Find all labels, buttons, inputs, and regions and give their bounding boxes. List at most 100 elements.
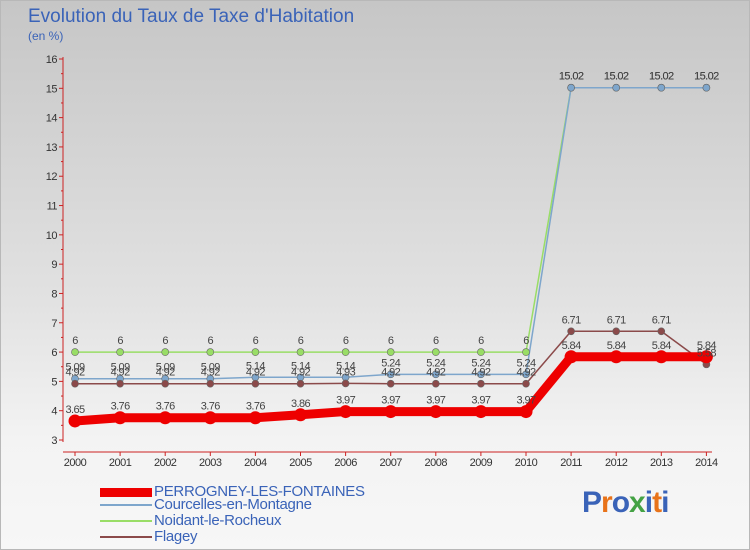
x-tick-label: 2006 <box>334 457 357 469</box>
data-label: 5.24 <box>426 357 445 369</box>
x-tick-label: 2004 <box>244 457 267 469</box>
data-point <box>251 348 260 356</box>
data-point <box>609 350 623 364</box>
data-label: 4.92 <box>471 367 490 379</box>
data-label: 6.71 <box>652 314 671 326</box>
x-tick-label: 2010 <box>515 457 538 469</box>
data-point <box>161 379 169 388</box>
y-tick-label: 12 <box>46 171 58 183</box>
data-point <box>567 327 575 336</box>
chart-series-points <box>68 83 713 428</box>
logo-letter: i <box>661 486 669 519</box>
y-tick-label: 4 <box>51 406 57 418</box>
data-point <box>339 405 353 419</box>
data-label: 5.14 <box>291 360 310 372</box>
data-label: 6.71 <box>607 314 626 326</box>
data-label: 4.92 <box>156 367 175 379</box>
data-label: 4.93 <box>336 366 355 378</box>
data-label: 3.97 <box>471 395 490 407</box>
data-point <box>386 348 395 356</box>
data-point <box>431 348 440 356</box>
data-label: 5.14 <box>336 360 355 372</box>
data-label: 15.02 <box>559 71 584 83</box>
data-point <box>474 405 488 419</box>
y-tick-label: 8 <box>51 288 57 300</box>
data-label: 6 <box>343 335 349 347</box>
data-point <box>567 83 575 92</box>
data-point <box>431 379 440 388</box>
data-label: 6 <box>298 335 304 347</box>
y-tick-label: 9 <box>51 259 57 271</box>
data-point <box>386 379 395 388</box>
data-label: 5.58 <box>697 347 716 359</box>
legend-swatch <box>100 536 152 538</box>
data-label: 6 <box>117 335 123 347</box>
x-tick-label: 2009 <box>470 457 493 469</box>
data-point <box>657 327 666 336</box>
data-label: 5.09 <box>65 362 84 374</box>
data-point <box>384 405 398 419</box>
data-point <box>116 348 124 356</box>
y-tick-label: 5 <box>51 376 57 388</box>
data-point <box>654 350 668 364</box>
data-point <box>251 379 260 388</box>
data-label: 15.02 <box>604 71 629 83</box>
data-point <box>477 348 485 356</box>
x-tick-label: 2005 <box>289 457 312 469</box>
logo-letter: o <box>611 486 630 519</box>
y-tick-label: 15 <box>46 83 58 95</box>
data-point <box>161 348 169 356</box>
data-label: 3.97 <box>381 395 400 407</box>
legend-label: Noidant-le-Rocheux <box>154 512 282 529</box>
data-point <box>519 405 533 419</box>
data-point <box>699 350 713 364</box>
legend-label: PERROGNEY-LES-FONTAINES <box>154 483 365 500</box>
data-point <box>68 414 82 428</box>
chart-subtitle: (en %) <box>28 29 64 43</box>
legend-swatch <box>100 504 152 506</box>
data-label: 15.02 <box>694 71 719 83</box>
x-tick-label: 2000 <box>64 457 87 469</box>
data-label: 4.92 <box>246 367 265 379</box>
y-tick-label: 7 <box>51 318 57 330</box>
data-point <box>702 83 711 92</box>
data-label: 15.02 <box>649 71 674 83</box>
data-point <box>71 348 79 356</box>
legend-label: Flagey <box>154 528 198 545</box>
data-label: 6 <box>388 335 394 347</box>
data-label: 6 <box>208 335 214 347</box>
data-label: 4.92 <box>381 367 400 379</box>
logo-letter: P <box>582 486 602 519</box>
x-tick-label: 2014 <box>695 457 718 469</box>
data-label: 15.02 <box>559 71 584 83</box>
x-tick-label: 2012 <box>605 457 628 469</box>
data-point <box>564 350 578 364</box>
data-label: 5.24 <box>516 357 535 369</box>
chart-axes: 3 4 5 6 7 8 9 10 11 12 13 14 15 16 2000 2001 2002 2003 200… <box>46 54 719 469</box>
data-point <box>429 405 443 419</box>
data-label: 5.24 <box>471 357 490 369</box>
x-tick-label: 2007 <box>379 457 402 469</box>
logo-letter: t <box>652 486 662 519</box>
data-label: 3.76 <box>201 401 220 413</box>
data-label: 15.02 <box>604 71 629 83</box>
data-label: 3.76 <box>156 401 175 413</box>
data-point <box>477 370 485 379</box>
x-tick-label: 2002 <box>154 457 177 469</box>
x-tick-label: 2001 <box>109 457 132 469</box>
data-point <box>477 379 485 388</box>
data-label: 3.76 <box>111 401 130 413</box>
x-tick-label: 2008 <box>425 457 448 469</box>
chart-data-labels: 3.65 3.76 3.76 3.76 3.76 3.86 3.97 3.97 3.97 3.97… <box>65 71 719 416</box>
data-label: 5.84 <box>652 340 671 352</box>
data-point <box>294 408 307 422</box>
data-label: 5.84 <box>562 340 581 352</box>
data-label: 3.65 <box>65 404 84 416</box>
data-label: 4.92 <box>65 367 84 379</box>
legend-label: Courcelles-en-Montagne <box>154 496 312 513</box>
data-label: 4.92 <box>201 367 220 379</box>
data-point <box>206 348 215 356</box>
data-label: 3.86 <box>291 398 310 410</box>
